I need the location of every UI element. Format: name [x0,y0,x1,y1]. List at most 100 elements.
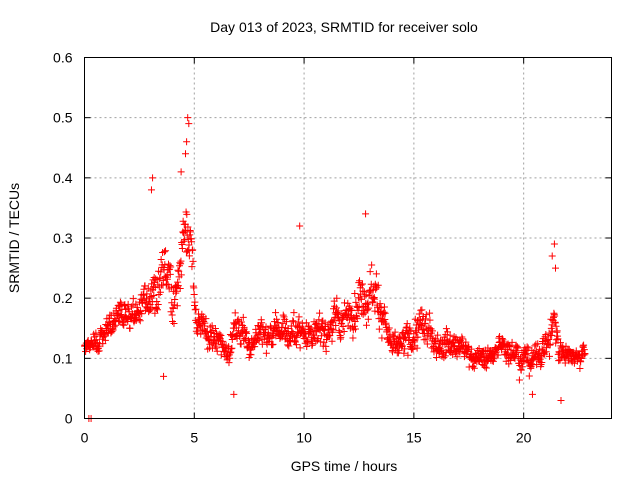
data-point-marker [450,333,458,341]
data-point-marker [329,326,337,334]
data-point-marker [384,326,392,334]
data-point-marker [352,298,360,306]
data-point-marker [449,351,457,359]
data-point-marker [389,332,397,340]
data-point-marker [166,270,174,278]
data-point-marker [237,318,245,326]
data-point-marker [152,305,160,313]
data-point-marker [505,360,513,368]
data-point-marker [182,150,190,158]
data-point-marker [550,240,558,248]
data-point-marker [333,294,341,302]
data-point-marker [174,278,182,286]
x-tick-label: 20 [516,430,532,446]
data-point-marker [126,324,134,332]
data-point-marker [381,309,389,317]
data-point-marker [153,298,161,306]
data-point-marker [135,315,143,323]
data-point-marker [169,304,177,312]
data-point-marker [177,271,185,279]
data-point-marker [116,298,124,306]
data-point-marker [426,309,434,317]
data-point-marker [401,345,409,353]
data-point-marker [395,347,403,355]
data-point-marker [143,290,151,298]
x-tick-label: 10 [296,430,312,446]
data-point-marker [372,270,380,278]
data-point-marker [178,245,186,253]
data-point-marker [129,301,137,309]
y-tick-label: 0.5 [53,110,73,126]
data-point-marker [237,340,245,348]
data-point-marker [577,355,585,363]
data-point-marker [385,324,393,332]
data-point-marker [374,281,382,289]
data-point-marker [185,252,193,260]
data-point-marker [554,335,562,343]
data-point-marker [378,334,386,342]
data-point-marker [371,295,379,303]
data-point-marker [391,328,399,336]
data-point-marker [129,295,137,303]
data-point-marker [561,359,569,367]
data-point-marker [299,324,307,332]
data-point-marker [163,275,171,283]
data-point-marker [357,281,365,289]
data-point-marker [304,337,312,345]
data-point-marker [132,300,140,308]
data-point-marker [157,255,165,263]
data-point-marker [386,330,394,338]
x-axis-label: GPS time / hours [291,458,398,474]
data-point-marker [482,364,490,372]
data-point-marker [183,210,191,218]
data-point-marker [548,331,556,339]
data-point-marker [201,319,209,327]
data-point-marker [176,259,184,267]
data-point-marker [362,210,370,218]
data-point-marker [377,304,385,312]
data-point-marker [534,340,542,348]
data-point-marker [192,305,200,313]
data-point-marker [429,327,437,335]
data-point-marker [442,325,450,333]
data-point-marker [528,360,536,368]
data-point-marker [546,340,554,348]
data-point-marker [138,310,146,318]
data-point-marker [167,263,175,271]
data-point-marker [191,298,199,306]
data-point-marker [545,335,553,343]
data-point-marker [528,390,536,398]
data-point-marker [243,329,251,337]
data-point-marker [422,335,430,343]
data-point-marker [151,309,159,317]
data-point-marker [459,335,467,343]
data-point-marker [146,294,154,302]
data-point-marker [332,321,340,329]
data-point-marker [272,309,280,317]
x-tick-label: 5 [190,430,198,446]
data-point-marker [434,331,442,339]
data-point-marker [283,318,291,326]
data-point-marker [351,289,359,297]
data-point-marker [420,336,428,344]
data-point-marker [148,304,156,312]
data-point-marker [114,311,122,319]
data-point-marker [149,174,157,182]
data-point-marker [433,354,441,362]
data-point-marker [294,318,302,326]
data-point-marker [506,342,514,350]
data-point-marker [494,351,502,359]
data-point-marker [518,363,526,371]
data-point-marker [515,376,523,384]
x-tick-label: 0 [81,430,89,446]
data-point-marker [188,263,196,271]
data-point-marker [441,352,449,360]
data-point-marker [227,345,235,353]
data-point-marker [289,317,297,325]
data-point-marker [162,247,170,255]
data-point-marker [160,372,168,380]
data-point-marker [339,322,347,330]
data-point-marker [415,310,423,318]
data-point-marker [172,289,180,297]
data-point-marker [269,340,277,348]
